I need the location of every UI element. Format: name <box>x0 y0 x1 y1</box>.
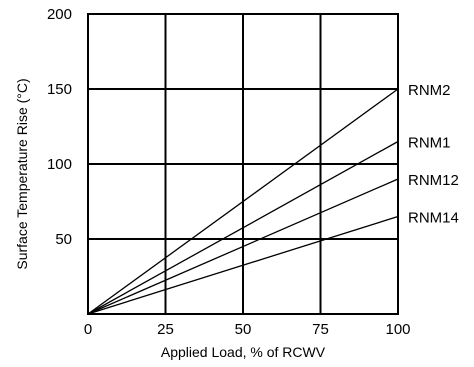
x-tick-label: 75 <box>312 321 329 338</box>
series-label-rnm14: RNM14 <box>408 210 459 227</box>
series-lines <box>87 88 399 315</box>
x-tick-label: 50 <box>235 321 252 338</box>
series-line-rnm2 <box>87 88 399 315</box>
series-line-rnm12 <box>87 178 399 315</box>
y-tick-label: 100 <box>47 156 72 173</box>
y-axis-title: Surface Temperature Rise (°C) <box>14 78 30 269</box>
y-tick-label: 200 <box>47 6 72 23</box>
x-axis-title: Applied Load, % of RCWV <box>161 344 326 360</box>
series-line-rnm1 <box>87 140 399 315</box>
series-label-rnm12: RNM12 <box>408 172 459 189</box>
series-label-rnm2: RNM2 <box>408 82 451 99</box>
series-labels: RNM2 RNM1 RNM12 RNM14 <box>408 82 459 227</box>
series-line-rnm14 <box>87 215 399 315</box>
y-tick-label: 150 <box>47 81 72 98</box>
x-tick-label: 100 <box>385 321 410 338</box>
y-tick-label: 50 <box>55 231 72 248</box>
x-tick-label: 0 <box>84 321 92 338</box>
series-label-rnm1: RNM1 <box>408 135 451 152</box>
x-tick-label: 25 <box>157 321 174 338</box>
grid <box>88 14 398 314</box>
plot-frame <box>87 13 399 315</box>
tick-labels: 0 25 50 75 100 50 100 150 200 <box>47 6 411 338</box>
